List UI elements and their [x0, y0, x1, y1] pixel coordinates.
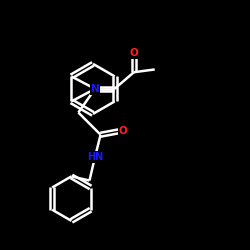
Text: N: N: [91, 84, 100, 94]
Text: O: O: [130, 48, 138, 58]
Text: HN: HN: [87, 152, 103, 162]
Text: O: O: [118, 126, 127, 136]
